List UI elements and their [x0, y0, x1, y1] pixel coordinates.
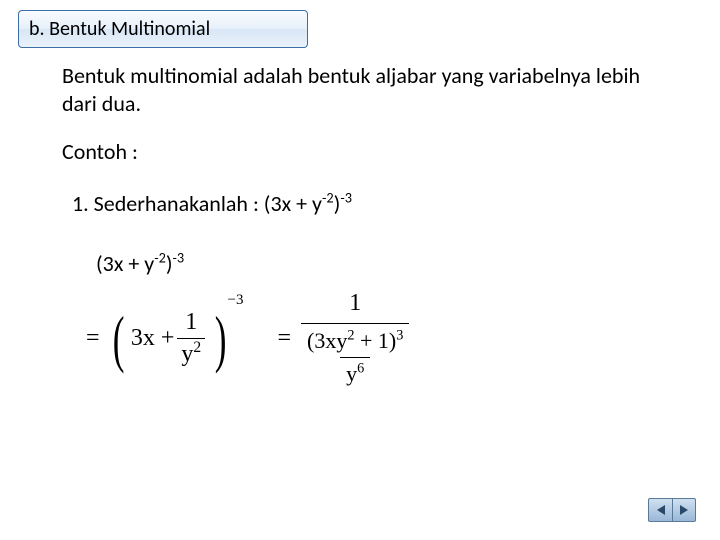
definition-text: Bentuk multinomial adalah bentuk aljabar… — [62, 62, 662, 117]
rparen-big: ) — [215, 307, 227, 371]
rhs-inner-base: (3xy — [307, 328, 347, 353]
chevron-right-icon — [680, 505, 688, 515]
problem-prefix: 1. Sederhanakanlah : (3x + y — [72, 190, 322, 217]
problem-exp1: -2 — [322, 189, 334, 207]
rhs-fraction: 1 (3xy2 + 1)3 y6 — [301, 290, 409, 387]
rhs-denominator: (3xy2 + 1)3 y6 — [301, 323, 409, 387]
nav-buttons — [648, 498, 696, 522]
chevron-left-icon — [657, 505, 665, 515]
rhs-inner-tail: + 1) — [355, 328, 397, 353]
rhs-numerator: 1 — [343, 290, 367, 323]
section-title-box: b. Bentuk Multinomial — [18, 10, 308, 48]
rhs-inner-num: (3xy2 + 1)3 — [301, 328, 409, 357]
term-3x: 3x + — [131, 325, 175, 352]
expression-restate: (3x + y-2)-3 — [96, 250, 184, 277]
equals-2: = — [277, 325, 291, 352]
frac-den: y2 — [177, 338, 205, 368]
rhs-inner-exp2: 3 — [396, 328, 403, 344]
equals-1: = — [86, 325, 100, 352]
frac-num: 1 — [181, 309, 201, 338]
outer-exponent: −3 — [228, 292, 244, 309]
rhs-inner-fraction: (3xy2 + 1)3 y6 — [301, 328, 409, 387]
expr-exp1: -2 — [154, 249, 166, 267]
expr-mid: ) — [166, 250, 173, 277]
nav-next-button[interactable] — [672, 498, 696, 522]
problem-statement: 1. Sederhanakanlah : (3x + y-2)-3 — [72, 190, 352, 217]
math-row: = ( 3x + 1 y2 ) −3 = 1 (3xy2 + 1)3 — [86, 290, 409, 387]
rhs-bottom-exp: 6 — [357, 361, 364, 377]
lparen-big: ( — [112, 307, 124, 371]
frac-den-exp: 2 — [193, 339, 201, 356]
expr-exp2: -3 — [173, 249, 185, 267]
frac-den-base: y — [181, 341, 193, 367]
expr-prefix: (3x + y — [96, 250, 154, 277]
example-label: Contoh : — [62, 138, 138, 165]
section-title: b. Bentuk Multinomial — [29, 17, 210, 41]
lhs-inner: 3x + 1 y2 — [129, 303, 210, 374]
problem-exp2: -3 — [340, 189, 352, 207]
rhs-bottom-base: y — [346, 361, 357, 386]
frac-1-over-y2: 1 y2 — [177, 309, 205, 368]
rhs-inner-exp1: 2 — [347, 328, 354, 344]
rhs-inner-den: y6 — [340, 357, 370, 387]
math-derivation: = ( 3x + 1 y2 ) −3 = 1 (3xy2 + 1)3 — [86, 290, 409, 387]
nav-prev-button[interactable] — [648, 498, 672, 522]
